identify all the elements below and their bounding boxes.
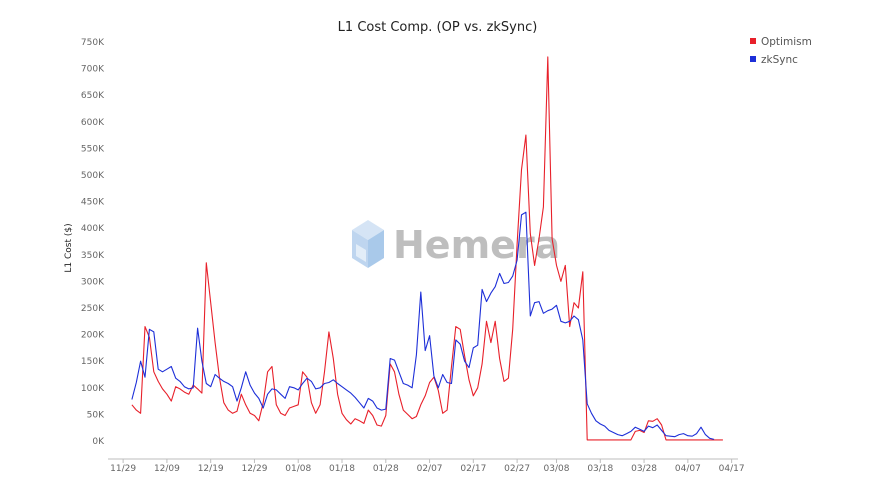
chart-title: L1 Cost Comp. (OP vs. zkSync) xyxy=(338,20,538,35)
y-tick-label: 600K xyxy=(81,118,105,128)
x-tick-label: 01/08 xyxy=(285,464,311,474)
x-tick-label: 02/07 xyxy=(417,464,443,474)
x-tick-label: 12/29 xyxy=(241,464,267,474)
y-tick-label: 300K xyxy=(81,277,105,287)
hemera-logo-icon xyxy=(352,220,384,268)
y-tick-label: 550K xyxy=(81,144,105,154)
x-tick-label: 03/28 xyxy=(631,464,657,474)
plot-area xyxy=(131,56,723,441)
x-tick-label: 11/29 xyxy=(110,464,136,474)
y-tick-label: 500K xyxy=(81,171,105,181)
y-tick-label: 50K xyxy=(87,410,105,420)
x-tick-label: 01/18 xyxy=(329,464,355,474)
legend-label-optimism: Optimism xyxy=(761,36,812,48)
legend-swatch-optimism xyxy=(750,38,756,44)
y-tick-label: 450K xyxy=(81,198,105,208)
x-axis: 11/29 12/09 12/19 12/29 01/08 01/18 01/28 02/07… xyxy=(110,459,745,474)
y-tick-label: 700K xyxy=(81,65,105,75)
y-tick-label: 400K xyxy=(81,224,105,234)
y-axis-label: L1 Cost ($) xyxy=(64,223,74,272)
y-tick-label: 200K xyxy=(81,331,105,341)
y-tick-label: 750K xyxy=(81,38,105,48)
series-line-zksync xyxy=(131,211,715,440)
x-tick-label: 04/07 xyxy=(675,464,701,474)
x-tick-label: 12/19 xyxy=(198,464,224,474)
y-tick-label: 150K xyxy=(81,357,105,367)
legend-swatch-zksync xyxy=(750,56,756,62)
legend: Optimism zkSync xyxy=(750,36,812,66)
y-tick-label: 650K xyxy=(81,91,105,101)
x-tick-label: 02/17 xyxy=(460,464,486,474)
y-tick-label: 250K xyxy=(81,304,105,314)
x-tick-label: 03/18 xyxy=(587,464,613,474)
x-tick-label: 04/17 xyxy=(719,464,745,474)
x-tick-label: 02/27 xyxy=(504,464,530,474)
watermark: Hemera xyxy=(352,220,560,268)
x-tick-label: 01/28 xyxy=(373,464,399,474)
y-axis: 0K 50K 100K 150K 200K 250K 300K 350K 400K 450K 500… xyxy=(81,38,105,447)
y-tick-label: 100K xyxy=(81,384,105,394)
x-tick-label: 12/09 xyxy=(154,464,180,474)
legend-label-zksync: zkSync xyxy=(761,54,798,66)
y-tick-label: 350K xyxy=(81,251,105,261)
watermark-text: Hemera xyxy=(393,223,560,267)
series-line-optimism xyxy=(131,56,723,441)
x-tick-label: 03/08 xyxy=(544,464,570,474)
y-tick-label: 0K xyxy=(92,437,105,447)
